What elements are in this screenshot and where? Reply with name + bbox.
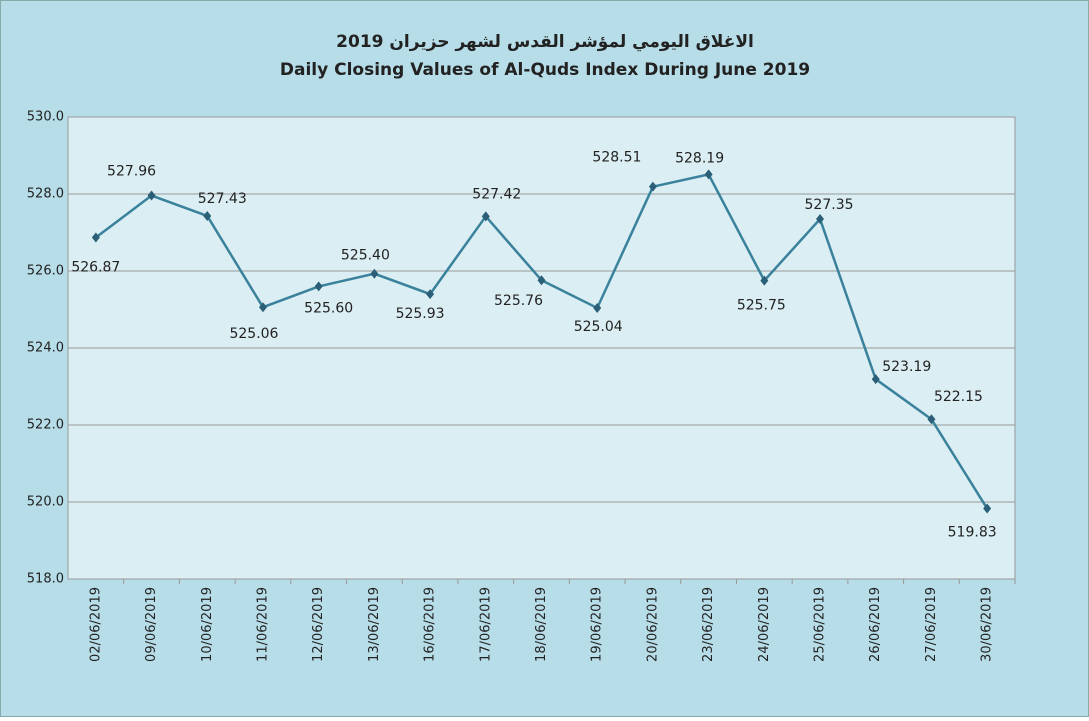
x-tick-label: 12/06/2019 [311,587,326,662]
data-label: 525.06 [229,326,278,342]
x-tick-label: 17/06/2019 [478,587,493,662]
marker [537,275,546,286]
x-tick-label: 24/06/2019 [757,587,772,662]
x-tick-label: 02/06/2019 [88,587,103,662]
y-tick-label: 530.0 [27,110,64,125]
marker [983,503,992,514]
data-label: 523.19 [882,359,931,375]
data-label: 528.19 [675,150,724,166]
marker [927,414,936,425]
x-tick-label: 11/06/2019 [255,587,270,662]
marker [481,211,490,222]
marker [816,214,825,225]
chart-title: الاغلاق اليومي لمؤشر القدس لشهر حزيران 2… [336,32,754,52]
data-label: 527.43 [198,191,247,207]
x-tick-label: 27/06/2019 [924,587,939,662]
y-tick-label: 528.0 [27,187,64,202]
marker [370,268,379,279]
marker [760,275,769,286]
x-tick-label: 26/06/2019 [868,587,883,662]
x-tick-label: 16/06/2019 [423,587,438,662]
marker [147,190,156,201]
data-label: 525.93 [396,306,445,322]
data-label: 519.83 [948,525,997,541]
y-tick-label: 522.0 [27,418,64,433]
y-tick-label: 520.0 [27,495,64,510]
marker [203,210,212,221]
x-tick-label: 10/06/2019 [200,587,215,662]
data-label: 527.96 [107,164,156,180]
marker [426,289,435,300]
x-tick-label: 19/06/2019 [590,587,605,662]
x-tick-label: 25/06/2019 [813,587,828,662]
data-label: 525.40 [341,248,390,264]
marker [704,169,713,180]
data-label: 528.51 [592,150,641,166]
y-tick-label: 526.0 [27,264,64,279]
data-label: 525.60 [304,300,353,316]
data-label: 526.87 [71,260,120,276]
data-label: 525.04 [574,319,623,335]
x-tick-label: 20/06/2019 [645,587,660,662]
x-tick-label: 23/06/2019 [701,587,716,662]
y-tick-label: 518.0 [27,572,64,587]
chart-subtitle: Daily Closing Values of Al-Quds Index Du… [280,60,810,80]
marker [91,232,100,243]
data-label: 525.76 [494,293,543,309]
data-label: 527.35 [805,197,854,213]
y-tick-label: 524.0 [27,341,64,356]
x-tick-label: 18/06/2019 [534,587,549,662]
marker [593,302,602,313]
marker [258,302,267,313]
data-label: 525.75 [737,298,786,314]
data-label: 522.15 [934,389,983,405]
marker [648,181,657,192]
marker [871,374,880,385]
x-tick-label: 13/06/2019 [367,587,382,662]
x-tick-label: 09/06/2019 [144,587,159,662]
marker [314,281,323,292]
x-tick-label: 30/06/2019 [980,587,995,662]
data-label: 527.42 [472,186,521,202]
